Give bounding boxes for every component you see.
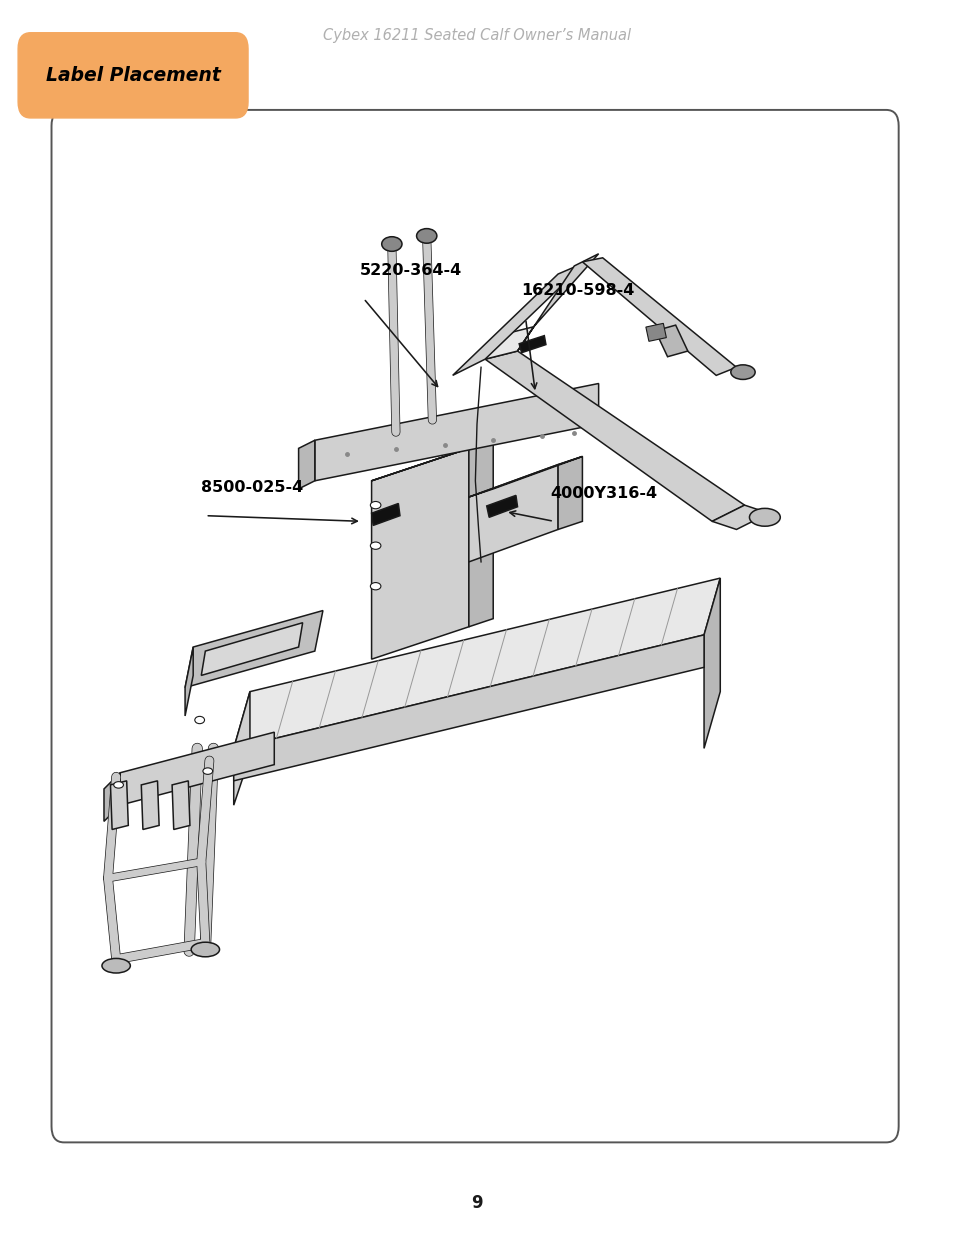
Ellipse shape — [416, 228, 436, 243]
Text: 8500-025-4: 8500-025-4 — [201, 480, 303, 495]
Polygon shape — [120, 732, 274, 805]
Text: 9: 9 — [471, 1194, 482, 1212]
Polygon shape — [314, 384, 598, 480]
Bar — [645, 324, 665, 341]
Polygon shape — [469, 464, 558, 562]
Ellipse shape — [113, 782, 123, 788]
Polygon shape — [484, 327, 534, 359]
Polygon shape — [655, 325, 687, 357]
Polygon shape — [185, 610, 322, 688]
Polygon shape — [141, 781, 159, 830]
Ellipse shape — [381, 237, 401, 251]
Text: Label Placement: Label Placement — [46, 65, 220, 85]
Polygon shape — [104, 773, 120, 821]
Polygon shape — [233, 578, 720, 748]
Polygon shape — [484, 351, 743, 521]
Polygon shape — [372, 440, 493, 480]
Polygon shape — [372, 448, 469, 659]
Polygon shape — [111, 781, 128, 830]
Polygon shape — [185, 647, 193, 716]
Polygon shape — [703, 578, 720, 748]
Polygon shape — [711, 505, 768, 530]
Text: 16210-598-4: 16210-598-4 — [521, 283, 635, 299]
FancyBboxPatch shape — [18, 33, 248, 119]
Polygon shape — [453, 262, 586, 375]
Polygon shape — [172, 781, 190, 830]
Polygon shape — [558, 457, 581, 530]
Polygon shape — [298, 440, 314, 489]
Polygon shape — [581, 258, 736, 375]
Ellipse shape — [191, 942, 219, 957]
Polygon shape — [469, 440, 493, 626]
Polygon shape — [469, 457, 581, 496]
Ellipse shape — [102, 958, 131, 973]
Ellipse shape — [370, 542, 380, 550]
FancyBboxPatch shape — [51, 110, 898, 1142]
Ellipse shape — [370, 501, 380, 509]
Polygon shape — [518, 336, 545, 353]
Text: Cybex 16211 Seated Calf Owner’s Manual: Cybex 16211 Seated Calf Owner’s Manual — [323, 27, 630, 43]
Ellipse shape — [203, 768, 213, 774]
Ellipse shape — [730, 364, 755, 379]
Polygon shape — [233, 692, 250, 805]
Polygon shape — [233, 635, 703, 781]
Polygon shape — [372, 504, 399, 525]
Ellipse shape — [370, 583, 380, 590]
Ellipse shape — [749, 509, 780, 526]
Text: 4000Y316-4: 4000Y316-4 — [549, 487, 657, 501]
Text: 5220-364-4: 5220-364-4 — [359, 263, 461, 278]
Polygon shape — [517, 253, 598, 351]
Polygon shape — [486, 495, 517, 517]
Polygon shape — [201, 622, 302, 676]
Ellipse shape — [194, 716, 204, 724]
